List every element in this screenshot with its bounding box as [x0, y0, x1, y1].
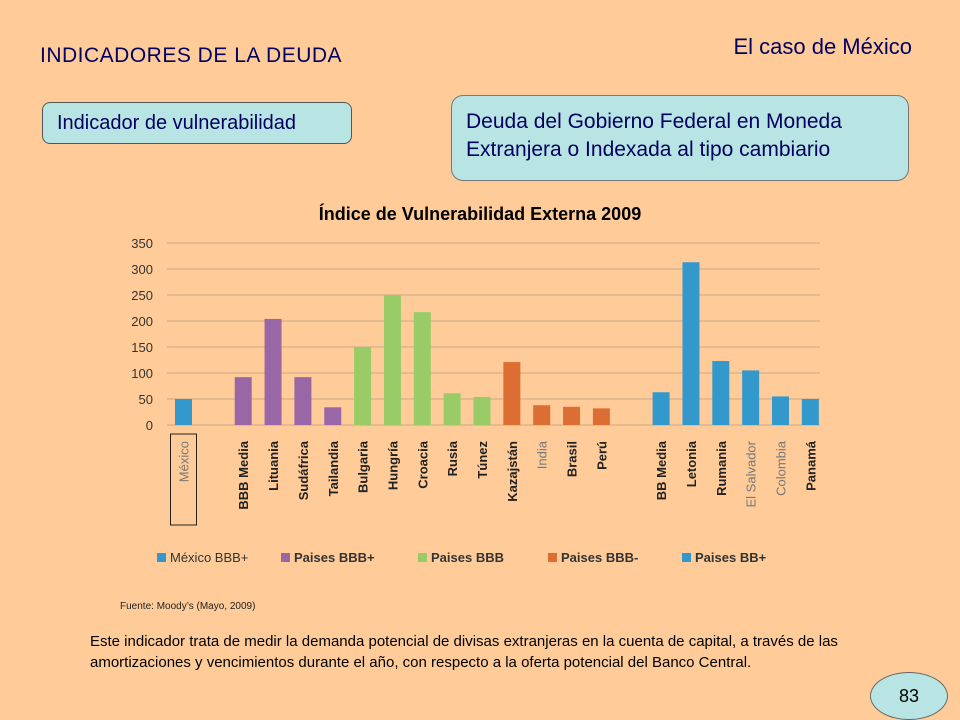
x-tick-label: Letonia	[684, 440, 699, 487]
y-tick-label: 100	[131, 366, 153, 381]
x-tick-label: BBB Media	[236, 440, 251, 509]
y-tick-label: 0	[146, 418, 153, 433]
bar	[563, 406, 581, 425]
legend-swatch	[682, 553, 691, 562]
bar	[383, 295, 401, 425]
y-tick-label: 250	[131, 288, 153, 303]
description-text: Este indicador trata de medir la demanda…	[90, 633, 838, 671]
source-note: Fuente: Moody’s (Mayo, 2009)	[120, 601, 256, 612]
bar	[592, 408, 610, 425]
page-title: INDICADORES DE LA DEUDA	[40, 44, 343, 67]
chart-title: Índice de Vulnerabilidad Externa 2009	[318, 204, 642, 224]
y-tick-label: 50	[139, 392, 153, 407]
x-tick-label: Perú	[594, 441, 609, 470]
x-tick-label: Bulgaria	[356, 440, 371, 493]
legend-swatch	[157, 553, 166, 562]
legend-label: México BBB+	[170, 550, 248, 565]
x-tick-label: Túnez	[475, 441, 490, 479]
y-tick-label: 150	[131, 340, 153, 355]
page-subtitle: El caso de México	[733, 34, 912, 59]
bar	[533, 405, 551, 425]
highlight-box	[170, 433, 197, 526]
debt-line-2: Extranjera o Indexada al tipo cambiario	[466, 138, 831, 161]
bar	[443, 393, 461, 425]
x-tick-label: Hungría	[385, 440, 400, 490]
legend-swatch	[281, 553, 290, 562]
legend-swatch	[548, 553, 557, 562]
x-tick-label: Lituania	[266, 440, 281, 491]
page-number: 83	[898, 685, 920, 706]
bar	[742, 370, 760, 425]
legend-label: Paises BBB-	[561, 550, 638, 565]
page-number-badge: 83	[870, 672, 948, 720]
bar	[473, 396, 491, 425]
debt-line-1: Deuda del Gobierno Federal en Moneda	[466, 110, 842, 133]
x-tick-label: BB Media	[654, 440, 669, 500]
y-tick-label: 200	[131, 314, 153, 329]
y-tick-label: 300	[131, 262, 153, 277]
x-tick-label: Brasil	[565, 441, 580, 477]
bar	[801, 399, 819, 425]
x-tick-label: Colombia	[774, 440, 789, 496]
bar	[413, 312, 431, 425]
bar	[682, 262, 700, 425]
x-tick-label: Kazajstán	[505, 441, 520, 502]
bar	[354, 347, 372, 425]
bar	[324, 407, 342, 425]
x-tick-label: Sudáfrica	[296, 440, 311, 500]
x-tick-label: El Salvador	[744, 440, 759, 507]
legend-label: Paises BBB+	[294, 550, 375, 565]
bar	[294, 377, 312, 425]
bar	[772, 396, 789, 425]
x-tick-label: Tailandia	[326, 440, 341, 496]
indicator-label: Indicador de vulnerabilidad	[57, 111, 297, 134]
bar	[234, 377, 252, 425]
bar	[264, 318, 282, 425]
bar	[712, 361, 730, 425]
x-tick-label: Croacia	[415, 440, 430, 488]
legend-swatch	[418, 553, 427, 562]
legend-label: Paises BBB	[431, 550, 504, 565]
bar	[175, 399, 192, 425]
vulnerability-bar-chart: 0 50 100 150 200 250 300 350 México BBB Media Litu…	[131, 236, 820, 565]
x-tick-label: México	[177, 441, 192, 482]
indicator-box: Indicador de vulnerabilidad	[42, 102, 352, 144]
debt-box: Deuda del Gobierno Federal en Moneda Ext…	[451, 95, 909, 181]
legend-label: Paises BB+	[695, 550, 767, 565]
x-tick-label: Panamá	[803, 440, 818, 491]
x-tick-label: Rumania	[714, 440, 729, 496]
x-tick-label: Rusia	[445, 440, 460, 476]
x-tick-label: India	[535, 440, 550, 469]
bar	[652, 392, 670, 425]
y-tick-label: 350	[131, 236, 153, 251]
bar	[503, 362, 521, 425]
